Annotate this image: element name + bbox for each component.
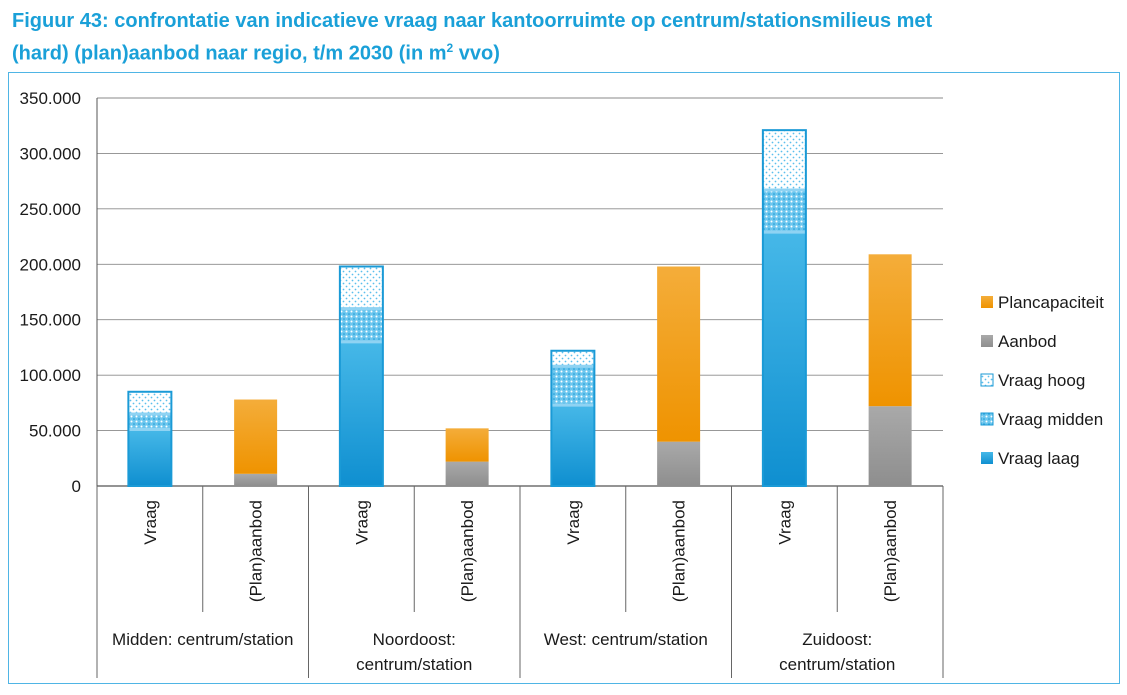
legend-label: Plancapaciteit bbox=[998, 293, 1104, 312]
bar-segment-vraag-hoog bbox=[762, 130, 806, 191]
bar-outline bbox=[550, 349, 596, 487]
bar-outline bbox=[338, 265, 384, 488]
bar-segment-vraag-hoog bbox=[551, 350, 595, 367]
x-category-label: Vraag bbox=[775, 500, 794, 545]
x-category-label: (Plan)aanbod bbox=[247, 500, 266, 602]
title-line-2-text: (hard) (plan)aanbod naar regio, t/m 2030… bbox=[12, 42, 447, 65]
legend: Plancapaciteit Aanbod Vraag hoog Vraag midd… bbox=[980, 293, 1104, 468]
x-group-label: centrum/station bbox=[356, 655, 472, 674]
x-category-label: Vraag bbox=[352, 500, 371, 545]
legend-label: Aanbod bbox=[998, 332, 1057, 351]
bar-segment-vraag-midden bbox=[339, 308, 383, 342]
legend-swatch bbox=[981, 296, 993, 308]
legend-swatch bbox=[981, 452, 993, 464]
x-category-label: Vraag bbox=[564, 500, 583, 545]
bar-segment-vraag-hoog bbox=[339, 266, 383, 309]
legend-label: Vraag laag bbox=[998, 449, 1080, 468]
bar-outline bbox=[761, 129, 807, 488]
y-tick-label: 350.000 bbox=[20, 89, 81, 108]
title-line-2-unit: vvo) bbox=[453, 42, 500, 65]
bars bbox=[127, 129, 912, 488]
x-category-label: (Plan)aanbod bbox=[670, 500, 689, 602]
y-tick-label: 150.000 bbox=[20, 311, 81, 330]
bar-segment-plancapaciteit bbox=[234, 399, 278, 474]
bar-segment-vraag-midden bbox=[128, 413, 172, 430]
x-group-label: West: centrum/station bbox=[544, 630, 708, 649]
bar-segment-plancapaciteit bbox=[868, 254, 912, 407]
bar-segment-aanbod bbox=[445, 461, 489, 486]
x-category-label: (Plan)aanbod bbox=[458, 500, 477, 602]
bar-segment-plancapaciteit bbox=[445, 428, 489, 462]
legend-label: Vraag hoog bbox=[998, 371, 1085, 390]
bar-segment-vraag-midden bbox=[551, 366, 595, 406]
y-tick-label: 200.000 bbox=[20, 255, 81, 274]
chart-frame bbox=[8, 72, 1120, 684]
legend-swatch bbox=[980, 412, 994, 426]
x-category-label: (Plan)aanbod bbox=[881, 500, 900, 602]
gridlines bbox=[96, 97, 943, 487]
legend-label: Vraag midden bbox=[998, 410, 1103, 429]
bar-segment-vraag-laag bbox=[762, 232, 806, 486]
bar-segment-vraag-laag bbox=[551, 405, 595, 486]
y-tick-label: 100.000 bbox=[20, 366, 81, 385]
x-group-label: Zuidoost: bbox=[802, 630, 872, 649]
bar-segment-vraag-midden bbox=[762, 190, 806, 233]
x-axis: Vraag (Plan)aanbod Vraag (Plan)aanbod Vraag (… bbox=[96, 486, 944, 678]
x-group-label: Noordoost: bbox=[373, 630, 456, 649]
y-axis-ticks: 0 50.000 100.000 150.000 200.000 250.000 300.0… bbox=[20, 89, 81, 496]
y-tick-label: 250.000 bbox=[20, 200, 81, 219]
bar-segment-vraag-laag bbox=[128, 429, 172, 486]
x-group-label: Midden: centrum/station bbox=[112, 630, 293, 649]
legend-swatch bbox=[980, 373, 994, 387]
bar-segment-vraag-hoog bbox=[128, 391, 172, 414]
bar-outline bbox=[127, 390, 173, 487]
bar-segment-aanbod bbox=[657, 441, 701, 486]
title-superscript: 2 bbox=[446, 41, 454, 55]
y-tick-label: 300.000 bbox=[20, 144, 81, 163]
bar-segment-aanbod bbox=[868, 406, 912, 486]
bar-segment-aanbod bbox=[234, 473, 278, 486]
bar-segment-vraag-laag bbox=[339, 341, 383, 486]
title-line-2: (hard) (plan)aanbod naar regio, t/m 2030… bbox=[12, 35, 1112, 68]
y-tick-label: 0 bbox=[72, 477, 81, 496]
x-category-label: Vraag bbox=[141, 500, 160, 545]
bar-segment-plancapaciteit bbox=[657, 266, 701, 442]
legend-swatch bbox=[981, 335, 993, 347]
x-group-label: centrum/station bbox=[779, 655, 895, 674]
title-line-1: Figuur 43: confrontatie van indicatieve … bbox=[12, 10, 933, 32]
y-tick-label: 50.000 bbox=[29, 422, 81, 441]
chart-title: Figuur 43: confrontatie van indicatieve … bbox=[12, 8, 1112, 68]
